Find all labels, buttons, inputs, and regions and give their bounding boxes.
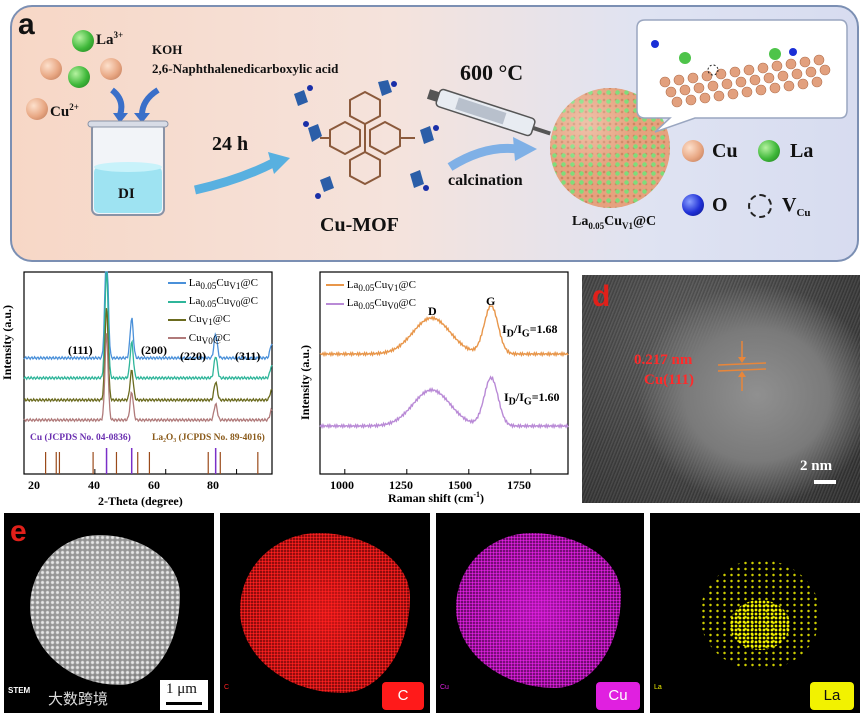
raman-ylabel: Intensity (a.u.)	[298, 344, 312, 420]
beaker-label: DI	[118, 186, 135, 202]
product-label: La0.05CuV1@C	[572, 214, 657, 231]
cu-ion-label: Cu2+	[50, 102, 79, 120]
lattice-marker	[717, 341, 767, 391]
syringe-icon	[426, 88, 551, 137]
c-map-badge: C	[382, 682, 424, 710]
legend-vacancy-label: VCu	[782, 194, 811, 219]
watermark: 大数跨境	[48, 690, 109, 708]
calcination-label: calcination	[448, 172, 523, 189]
legend-la-label: La	[790, 140, 814, 162]
c-map-signal	[240, 533, 410, 693]
xrd-peak-311: (311)	[235, 349, 261, 363]
lattice-bubble	[636, 19, 848, 133]
raman-ratio-2: ID/IG=1.60	[504, 390, 560, 408]
raman-series-line	[319, 375, 569, 430]
raman-xtick-1500: 1500	[448, 478, 472, 492]
xrd-peak-220: (220)	[180, 349, 206, 363]
panel-d-label: d	[592, 280, 611, 313]
stem-tag: STEM	[8, 686, 31, 695]
arrow-to-mof	[194, 152, 290, 195]
raman-ratio-1: ID/IG=1.68	[502, 322, 558, 340]
panel-e-label: e	[10, 515, 27, 548]
cu-map-signal	[456, 533, 621, 688]
xrd-series-line	[23, 271, 273, 381]
raman-xtick-1000: 1000	[330, 478, 354, 492]
xrd-xtick-40: 40	[88, 478, 100, 492]
reagent-koh: KOH	[152, 42, 183, 57]
xrd-legend-item: CuV1@C	[168, 312, 258, 330]
time-label: 24 h	[212, 133, 249, 155]
xrd-ylabel: Intensity (a.u.)	[0, 304, 14, 380]
raman-d-label: D	[428, 304, 437, 318]
legend-vacancy-circle	[748, 194, 772, 218]
lattice-spacing: 0.217 nm	[634, 352, 693, 368]
raman-legend: La0.05CuV1@C La0.05CuV0@C	[326, 278, 416, 314]
cu-ion-sphere-3	[26, 98, 48, 120]
cu-ion-sphere	[40, 58, 62, 80]
xrd-ref-cu: Cu (JCPDS No. 04-0836)	[30, 433, 131, 443]
cu-map-small-tag: Cu	[440, 684, 449, 691]
legend-o-label: O	[712, 194, 728, 216]
xrd-legend-item: La0.05CuV1@C	[168, 276, 258, 294]
legend-la-sphere	[758, 140, 780, 162]
la-ion-sphere-2	[68, 66, 90, 88]
la-map-signal-core	[730, 600, 790, 650]
xrd-legend-item: La0.05CuV0@C	[168, 294, 258, 312]
reagent-acid: 2,6-Naphthalenedicarboxylic acid	[152, 61, 339, 76]
mof-label: Cu-MOF	[320, 214, 399, 236]
raman-xtick-1750: 1750	[507, 478, 531, 492]
xrd-series-line	[23, 308, 273, 403]
cu-mof-structure	[294, 80, 439, 199]
cu-ion-sphere-2	[100, 58, 122, 80]
xrd-xtick-80: 80	[207, 478, 219, 492]
panel-a-label: a	[18, 8, 35, 41]
xrd-xtick-20: 20	[28, 478, 40, 492]
raman-xlabel: Raman shift (cm-1)	[388, 490, 484, 505]
panel-d-scale-label: 2 nm	[800, 458, 833, 474]
stem-scale-bar	[166, 702, 202, 705]
arrow-to-product	[447, 137, 537, 171]
la-ion-sphere	[72, 30, 94, 52]
raman-xtick-1250: 1250	[389, 478, 413, 492]
legend-cu-sphere	[682, 140, 704, 162]
raman-series-line	[319, 305, 569, 358]
la-ion-label: La3+	[96, 30, 124, 48]
xrd-series-line	[23, 271, 273, 361]
stem-scale-box	[160, 680, 208, 710]
xrd-legend: La0.05CuV1@C La0.05CuV0@C CuV1@C CuV0@C	[168, 276, 258, 349]
xrd-axes-frame	[23, 271, 273, 475]
la-map-small-tag: La	[654, 684, 662, 691]
xrd-xtick-60: 60	[148, 478, 160, 492]
panel-d-hrtem-image	[582, 275, 860, 503]
c-map-small-tag: C	[224, 684, 230, 691]
xrd-peak-200: (200)	[141, 343, 167, 357]
xrd-series-line	[23, 333, 273, 423]
temperature-label: 600 °C	[460, 60, 524, 85]
raman-legend-item: La0.05CuV0@C	[326, 296, 416, 314]
cu-map-badge: Cu	[596, 682, 640, 710]
panel-d-scale-bar	[814, 480, 836, 484]
xrd-chart	[0, 262, 290, 508]
raman-g-label: G	[486, 294, 496, 308]
legend-cu-label: Cu	[712, 140, 738, 162]
la-map-badge: La	[810, 682, 854, 710]
xrd-ref-la2o3: La₂O₃ (JCPDS No. 89-4016)	[152, 433, 265, 443]
raman-axes-frame	[319, 271, 569, 475]
xrd-peak-111: (111)	[68, 343, 93, 357]
beaker-illustration	[87, 87, 169, 216]
lattice-plane: Cu(111)	[644, 372, 695, 388]
legend-o-sphere	[682, 194, 704, 216]
xrd-legend-item: CuV0@C	[168, 331, 258, 349]
raman-legend-item: La0.05CuV1@C	[326, 278, 416, 296]
xrd-xlabel: 2-Theta (degree)	[98, 494, 183, 508]
stem-scale-label: 1 μm	[166, 681, 197, 697]
stem-particle	[30, 535, 180, 685]
